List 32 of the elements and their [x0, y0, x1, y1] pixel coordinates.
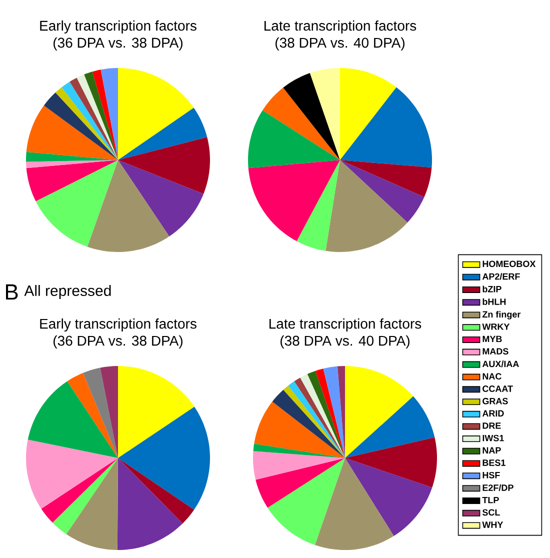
legend-label: WRKY — [482, 324, 510, 330]
chart-subtitle: (36 DPA vs. 38 DPA) — [54, 37, 182, 50]
legend-label: AP2/ERF — [482, 273, 520, 280]
legend-label: DRE — [482, 422, 501, 429]
chart-title: Early transcription factors — [40, 20, 196, 34]
legend-label: BES1 — [482, 460, 506, 466]
legend-label: TLP — [482, 496, 499, 504]
legend-label: NAC — [482, 373, 502, 380]
legend-label: SCL — [482, 509, 500, 516]
legend-label: AUX/IAA — [482, 360, 519, 368]
legend-label: WHY — [482, 522, 504, 528]
chart-subtitle: (36 DPA vs. 38 DPA) — [54, 335, 182, 348]
legend-label: MYB — [482, 336, 502, 342]
legend-label: GRAS — [482, 398, 508, 404]
chart-title: Late transcription factors — [264, 20, 416, 34]
legend-label: IWS1 — [482, 434, 504, 442]
legend-label: NAP — [482, 447, 501, 454]
text: B — [6, 284, 18, 300]
legend-label: CCAAT — [482, 386, 513, 392]
legend-label: E2F/DP — [482, 484, 514, 492]
chart-subtitle: (38 DPA vs. 40 DPA) — [280, 335, 410, 348]
chart-title: Early transcription factors — [40, 318, 196, 332]
legend-label: bHLH — [482, 298, 506, 305]
legend-label: ARID — [482, 410, 504, 416]
text: All repressed — [24, 285, 111, 299]
legend-label: Zn finger — [482, 310, 521, 320]
legend-label: MADS — [482, 348, 508, 355]
chart-subtitle: (38 DPA vs. 40 DPA) — [276, 37, 404, 50]
legend-label: HOMEOBOX — [482, 260, 536, 268]
legend-label: HSF — [482, 472, 500, 478]
chart-title: Late transcription factors — [270, 318, 422, 332]
legend-label: bZIP — [482, 286, 502, 292]
